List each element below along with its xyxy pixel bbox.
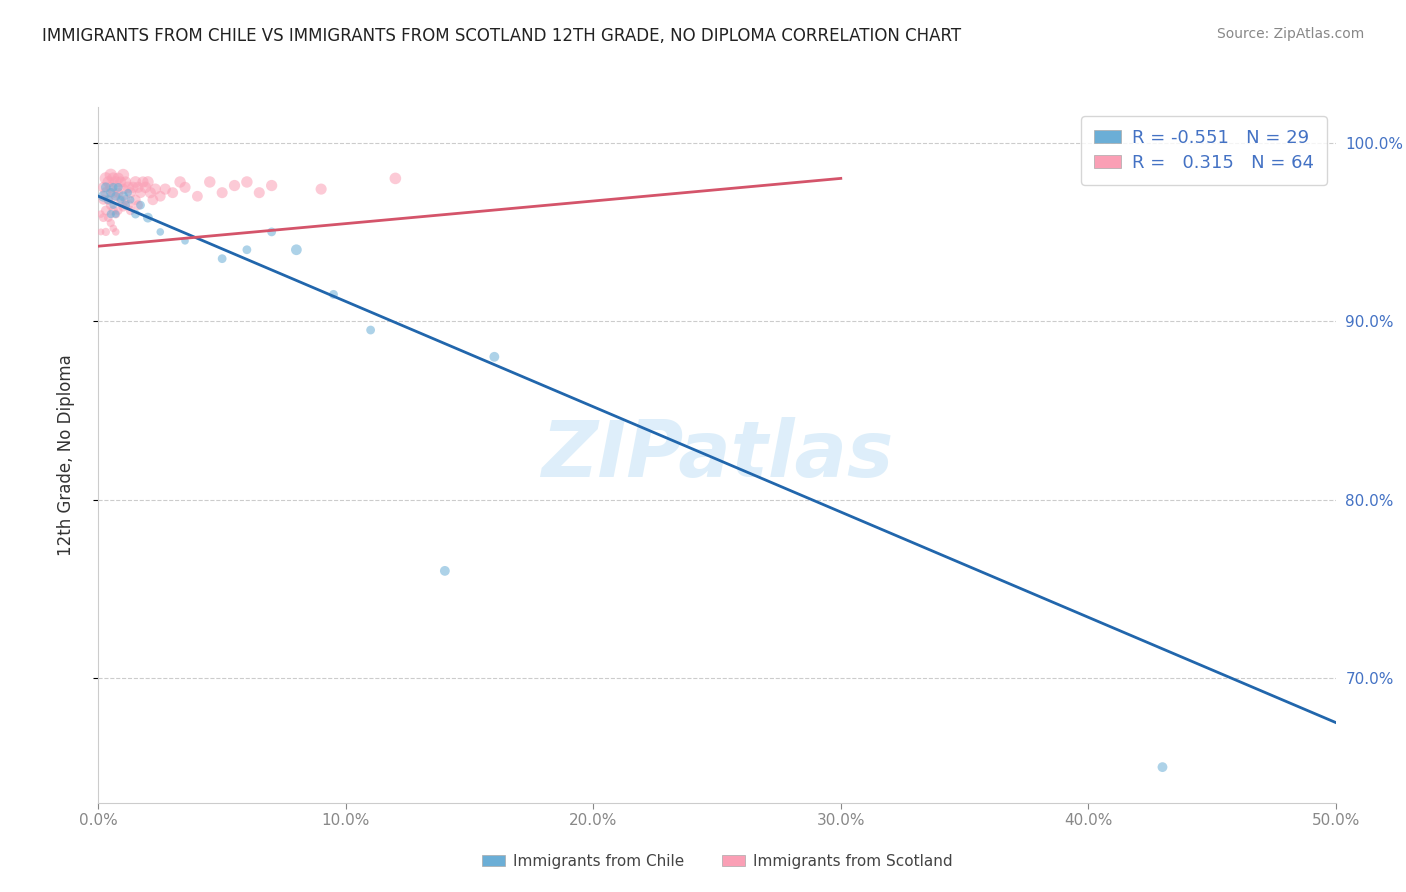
Point [93,211,115,225]
Legend: Immigrants from Chile, Immigrants from Scotland: Immigrants from Chile, Immigrants from S… [475,848,959,875]
Point [433,564,456,578]
Point [110,175,132,189]
Point [97,175,120,189]
Point [211,186,233,200]
Point [94,225,117,239]
Point [260,178,283,193]
Point [110,193,132,207]
Point [107,171,129,186]
Point [114,193,136,207]
Point [247,186,270,200]
Point [103,221,125,235]
Point [117,180,139,194]
Point [484,350,506,364]
Point [120,193,142,207]
Point [94,186,117,200]
Point [100,216,122,230]
Point [114,175,136,189]
Point [100,207,122,221]
Point [93,180,115,194]
Point [97,193,120,207]
Point [384,171,406,186]
Point [103,203,125,218]
Point [120,186,142,200]
Point [104,175,127,189]
Point [322,287,344,301]
Point [174,234,197,248]
Point [124,207,146,221]
Point [97,193,120,207]
Point [149,225,172,239]
Point [285,243,308,257]
Point [169,175,191,189]
Point [124,193,146,207]
Point [124,175,146,189]
Y-axis label: 12th Grade, No Diploma: 12th Grade, No Diploma [56,354,75,556]
Point [103,171,125,186]
Point [309,182,332,196]
Point [186,189,208,203]
Point [122,180,145,194]
Point [100,180,122,194]
Point [103,198,125,212]
Point [142,193,165,207]
Text: Source: ZipAtlas.com: Source: ZipAtlas.com [1216,27,1364,41]
Point [120,203,142,218]
Point [198,175,221,189]
Point [90,207,112,221]
Point [107,203,129,218]
Point [110,193,132,207]
Point [127,198,149,212]
Point [100,198,122,212]
Point [174,180,197,194]
Point [117,186,139,200]
Point [104,207,127,221]
Point [112,168,135,182]
Point [93,189,115,203]
Point [132,175,155,189]
Point [94,171,117,186]
Point [1152,760,1174,774]
Point [155,182,177,196]
Point [129,186,152,200]
Point [103,186,125,200]
Text: IMMIGRANTS FROM CHILE VS IMMIGRANTS FROM SCOTLAND 12TH GRADE, NO DIPLOMA CORRELA: IMMIGRANTS FROM CHILE VS IMMIGRANTS FROM… [42,27,962,45]
Point [103,180,125,194]
Point [260,225,283,239]
Point [143,182,166,196]
Point [136,175,159,189]
Point [117,198,139,212]
Text: ZIPatlas: ZIPatlas [541,417,893,493]
Point [104,207,127,221]
Point [134,180,156,194]
Point [127,180,149,194]
Point [97,211,120,225]
Point [114,198,136,212]
Point [112,182,135,196]
Point [90,225,112,239]
Point [93,193,115,207]
Point [224,178,246,193]
Point [100,168,122,182]
Point [360,323,382,337]
Point [162,186,184,200]
Point [139,186,162,200]
Point [100,186,122,200]
Point [211,252,233,266]
Point [149,189,172,203]
Point [104,225,127,239]
Point [94,203,117,218]
Point [136,211,159,225]
Point [107,180,129,194]
Point [112,189,135,203]
Point [94,180,117,194]
Point [236,175,259,189]
Point [104,189,127,203]
Point [104,189,127,203]
Point [107,186,129,200]
Point [236,243,259,257]
Point [112,200,135,214]
Point [129,198,152,212]
